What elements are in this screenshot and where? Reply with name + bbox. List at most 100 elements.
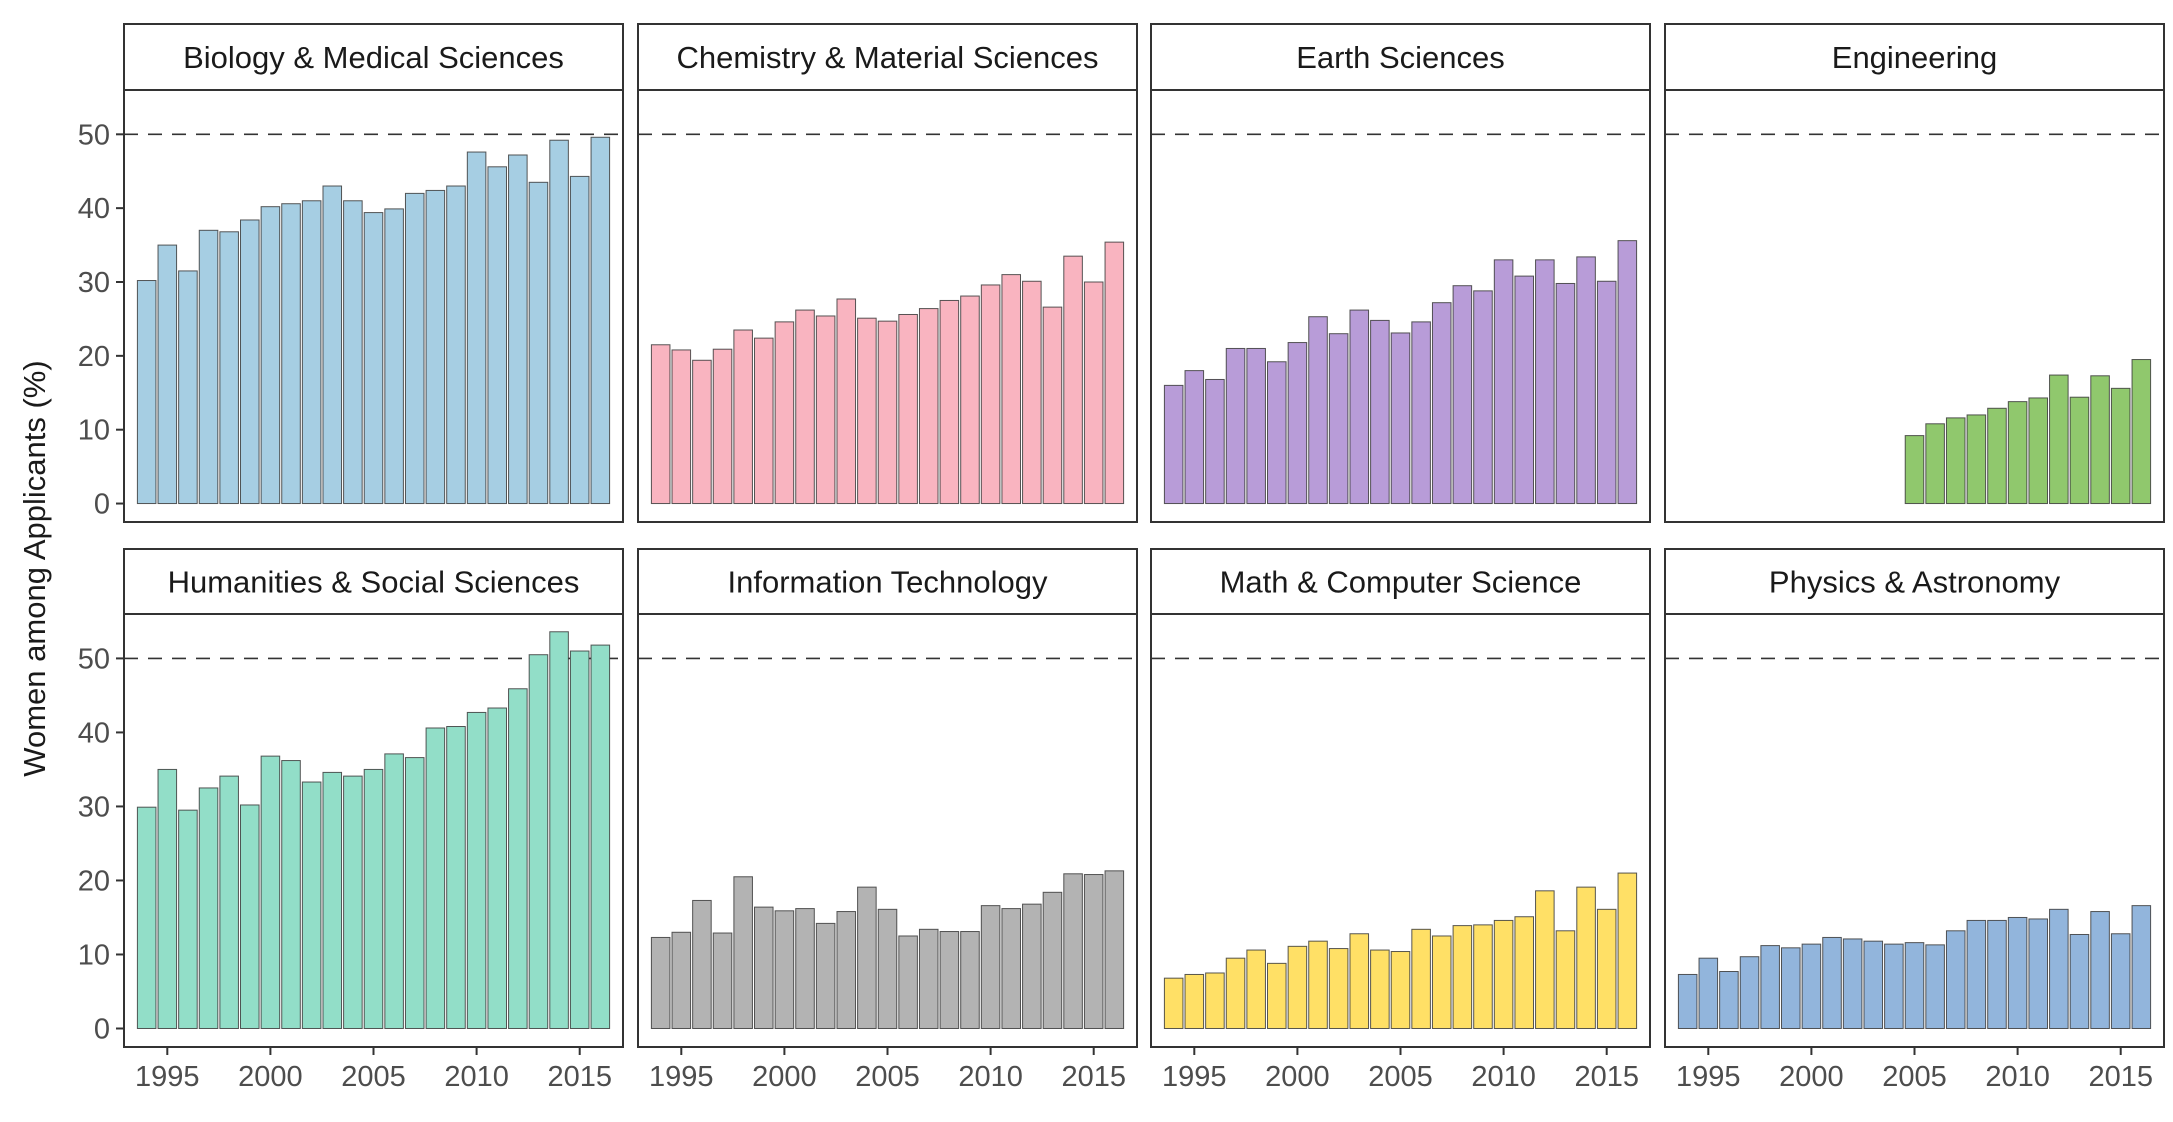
bar-earth-sciences-2000: [1287, 342, 1308, 505]
bar-biology-and-medical-sciences-2011: [487, 166, 507, 505]
bar-information-technology-2014: [1063, 873, 1083, 1029]
bar-math-and-computer-science-2013: [1555, 930, 1576, 1029]
bar-earth-sciences-2004: [1370, 319, 1390, 505]
bar-math-and-computer-science-1994: [1163, 977, 1184, 1029]
bar-engineering-2015: [2110, 387, 2131, 505]
bar-math-and-computer-science-2015: [1596, 908, 1617, 1029]
x-tick-label-2010-information-technology: 2010: [958, 1061, 1023, 1093]
bar-earth-sciences-2002: [1328, 333, 1349, 505]
bar-humanities-and-social-sciences-2000: [260, 755, 281, 1029]
bar-biology-and-medical-sciences-2016: [590, 136, 611, 505]
bar-humanities-and-social-sciences-2009: [446, 726, 466, 1029]
bar-biology-and-medical-sciences-2009: [446, 185, 466, 505]
x-tick-label-2000-information-technology: 2000: [752, 1061, 817, 1093]
y-tick-label-50-row2: 50: [78, 643, 110, 675]
bar-humanities-and-social-sciences-2015: [569, 650, 590, 1029]
bar-math-and-computer-science-2004: [1370, 949, 1390, 1029]
x-tick-label-2005-physics-and-astronomy: 2005: [1882, 1061, 1947, 1093]
bar-humanities-and-social-sciences-2002: [301, 781, 322, 1029]
bar-biology-and-medical-sciences-1994: [136, 280, 157, 505]
bar-information-technology-2015: [1083, 874, 1104, 1029]
bar-humanities-and-social-sciences-2006: [384, 753, 404, 1029]
bar-math-and-computer-science-2008: [1452, 925, 1473, 1029]
facet-strip-humanities-and-social-sciences: [123, 548, 624, 615]
bar-information-technology-2000: [774, 910, 795, 1029]
y-tick-label-30-row2: 30: [78, 791, 110, 823]
bar-humanities-and-social-sciences-2004: [343, 775, 363, 1029]
bar-earth-sciences-2008: [1452, 285, 1473, 505]
facet-title-chemistry-and-material-sciences: Chemistry & Material Sciences: [676, 40, 1098, 75]
facet-title-math-and-computer-science: Math & Computer Science: [1220, 565, 1582, 600]
bar-biology-and-medical-sciences-1996: [178, 270, 198, 505]
bar-chemistry-and-material-sciences-2010: [980, 284, 1001, 505]
bar-humanities-and-social-sciences-2014: [549, 631, 569, 1029]
y-tick-label-30-row1: 30: [78, 267, 110, 299]
bar-humanities-and-social-sciences-1999: [240, 804, 260, 1029]
bar-information-technology-1994: [650, 936, 671, 1029]
bar-biology-and-medical-sciences-2012: [508, 154, 528, 505]
bar-biology-and-medical-sciences-2015: [569, 175, 590, 505]
bar-earth-sciences-2007: [1431, 302, 1452, 505]
facet-strip-information-technology: [637, 548, 1138, 615]
bar-math-and-computer-science-1995: [1184, 973, 1205, 1029]
bar-information-technology-1995: [671, 931, 692, 1029]
bar-information-technology-2006: [898, 935, 918, 1029]
bar-earth-sciences-2012: [1535, 259, 1555, 505]
bar-information-technology-2010: [980, 905, 1001, 1029]
bar-physics-and-astronomy-2016: [2131, 905, 2152, 1029]
bar-chemistry-and-material-sciences-2015: [1083, 281, 1104, 505]
x-tick-label-2015-physics-and-astronomy: 2015: [2088, 1061, 2153, 1093]
bar-chemistry-and-material-sciences-1997: [712, 348, 733, 505]
facet-strip-chemistry-and-material-sciences: [637, 23, 1138, 91]
bar-humanities-and-social-sciences-2005: [363, 768, 384, 1029]
bar-engineering-2009: [1987, 407, 2007, 505]
bar-humanities-and-social-sciences-2011: [487, 707, 507, 1029]
bar-physics-and-astronomy-1994: [1677, 973, 1698, 1029]
x-tick-label-2010-humanities-and-social-sciences: 2010: [444, 1061, 509, 1093]
bar-information-technology-2016: [1104, 870, 1125, 1029]
bar-earth-sciences-2001: [1308, 316, 1328, 505]
bar-earth-sciences-1995: [1184, 370, 1205, 505]
bar-information-technology-2002: [815, 922, 836, 1029]
bar-biology-and-medical-sciences-2004: [343, 200, 363, 505]
y-tick-label-0-row1: 0: [94, 489, 110, 521]
bar-physics-and-astronomy-2008: [1966, 919, 1987, 1029]
facet-title-physics-and-astronomy: Physics & Astronomy: [1769, 565, 2061, 600]
y-tick-label-20-row1: 20: [78, 341, 110, 373]
bar-information-technology-2003: [836, 911, 857, 1029]
bar-physics-and-astronomy-1995: [1698, 957, 1719, 1029]
bar-physics-and-astronomy-2002: [1842, 938, 1863, 1029]
bar-earth-sciences-2011: [1514, 275, 1534, 505]
bar-physics-and-astronomy-2006: [1925, 944, 1945, 1029]
bar-information-technology-2009: [960, 931, 980, 1029]
x-tick-label-2015-math-and-computer-science: 2015: [1574, 1061, 1639, 1093]
bar-humanities-and-social-sciences-2016: [590, 644, 611, 1029]
bar-physics-and-astronomy-2001: [1822, 936, 1842, 1029]
bar-earth-sciences-2005: [1390, 332, 1411, 505]
bar-physics-and-astronomy-2004: [1884, 943, 1904, 1029]
bar-chemistry-and-material-sciences-2007: [918, 308, 939, 505]
facet-title-earth-sciences: Earth Sciences: [1296, 40, 1505, 75]
bar-earth-sciences-2013: [1555, 282, 1576, 505]
bar-chemistry-and-material-sciences-2004: [857, 317, 877, 505]
bar-biology-and-medical-sciences-2013: [528, 181, 549, 505]
y-tick-label-20-row2: 20: [78, 865, 110, 897]
bar-biology-and-medical-sciences-2008: [425, 189, 446, 505]
bar-chemistry-and-material-sciences-2014: [1063, 255, 1083, 505]
bar-physics-and-astronomy-1998: [1760, 945, 1780, 1029]
panel-border-biology-and-medical-sciences: [123, 89, 624, 523]
panel-border-earth-sciences: [1150, 89, 1651, 523]
facet-strip-physics-and-astronomy: [1664, 548, 2165, 615]
bar-chemistry-and-material-sciences-1995: [671, 349, 692, 505]
y-tick-label-40-row2: 40: [78, 717, 110, 749]
bar-biology-and-medical-sciences-1998: [219, 231, 239, 505]
x-tick-label-1995-humanities-and-social-sciences: 1995: [135, 1061, 200, 1093]
bar-physics-and-astronomy-1999: [1781, 947, 1801, 1029]
x-tick-label-2005-humanities-and-social-sciences: 2005: [341, 1061, 406, 1093]
bar-math-and-computer-science-2009: [1473, 924, 1493, 1029]
bar-physics-and-astronomy-2013: [2069, 933, 2090, 1029]
x-tick-label-2015-information-technology: 2015: [1061, 1061, 1126, 1093]
bar-biology-and-medical-sciences-1997: [198, 229, 219, 505]
y-tick-label-0-row2: 0: [94, 1013, 110, 1045]
